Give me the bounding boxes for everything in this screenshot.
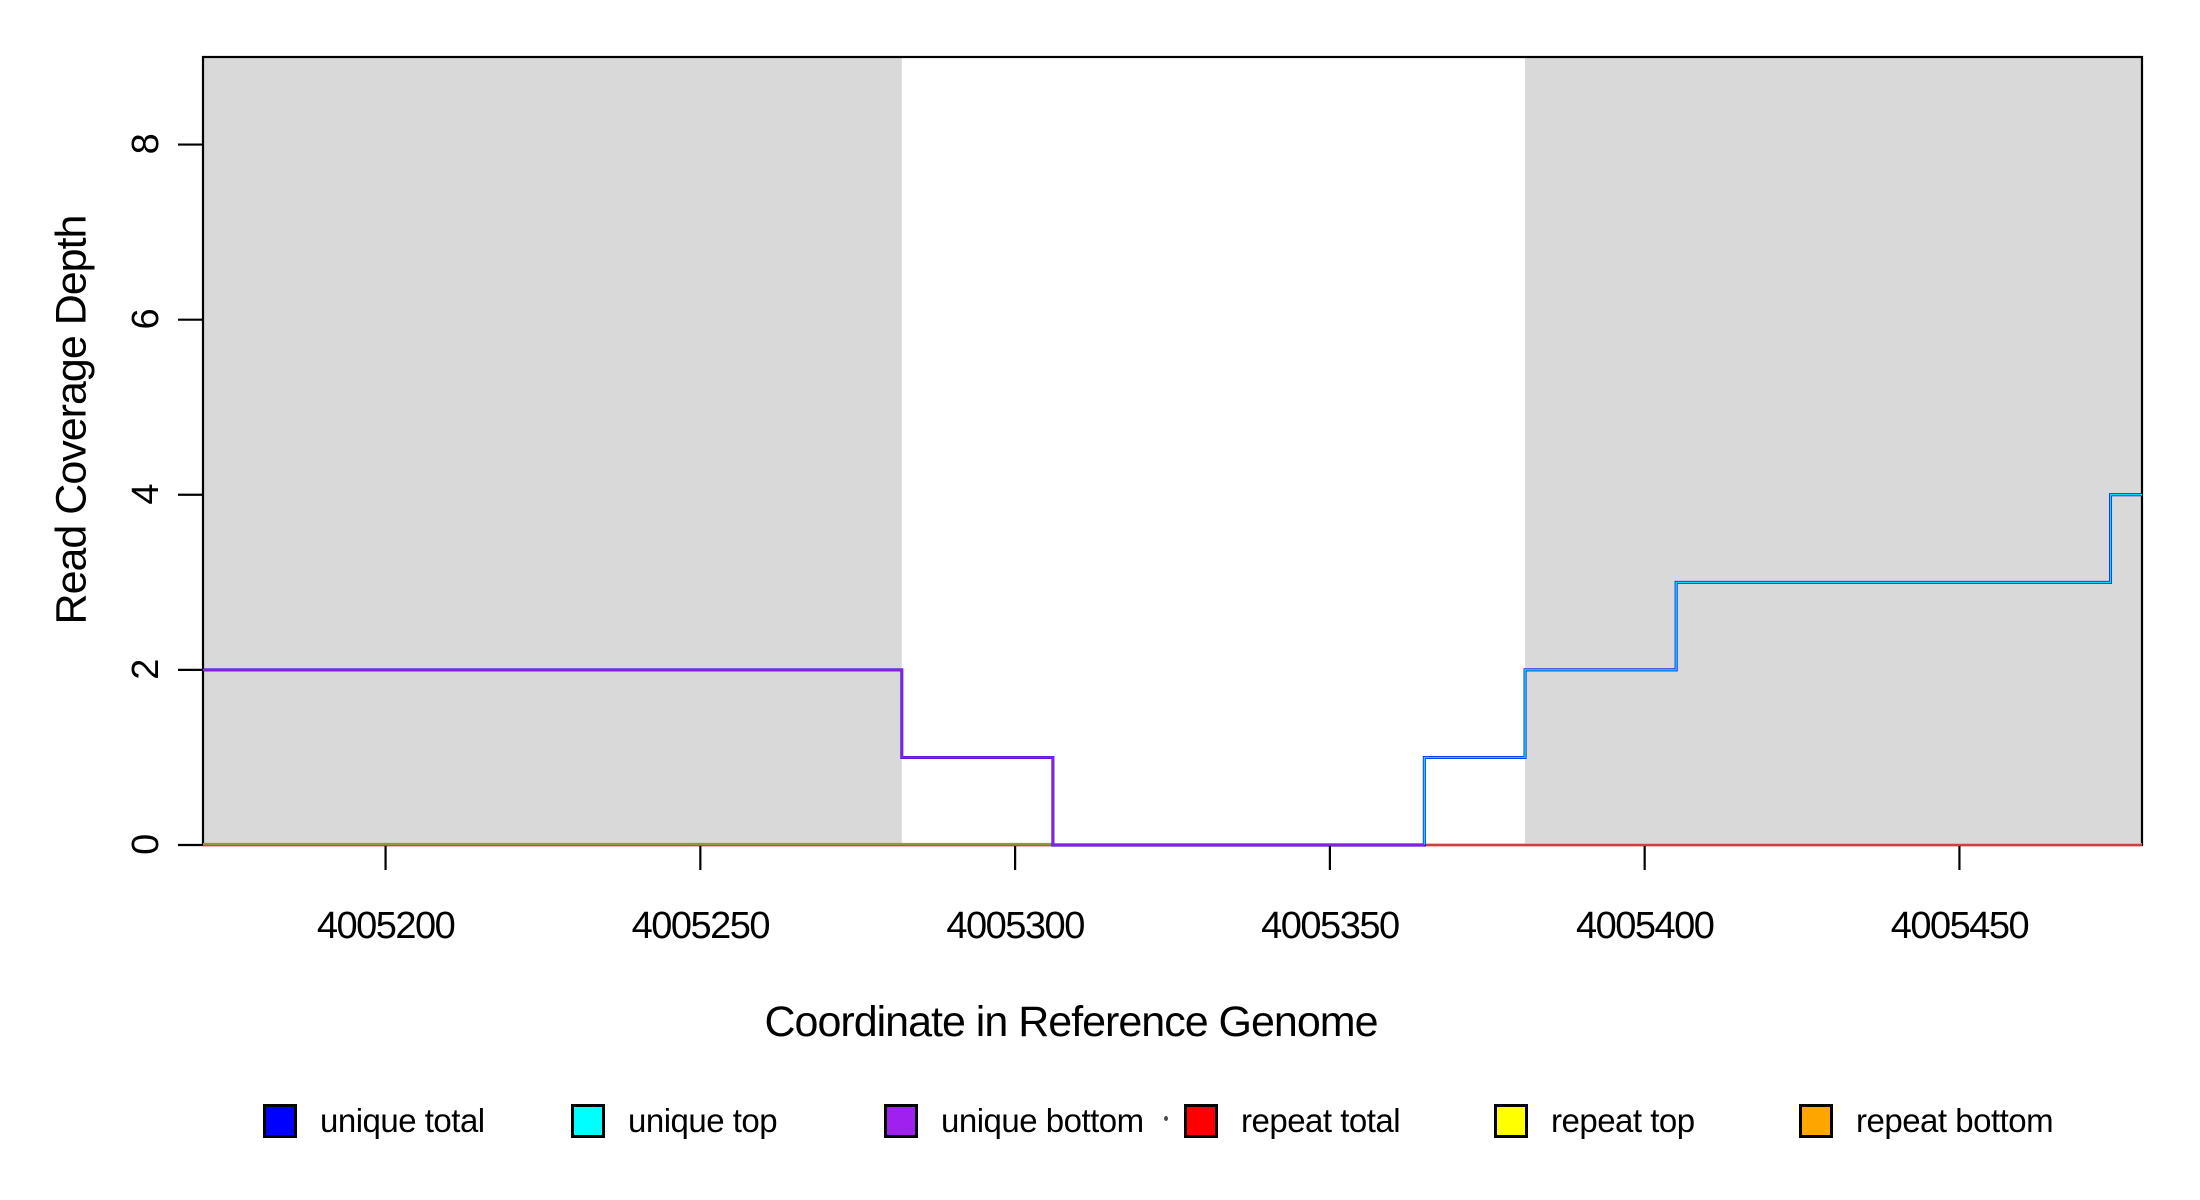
legend-label: unique top (628, 1102, 778, 1139)
repeat-bottom-swatch-icon (1799, 1104, 1833, 1138)
legend-item-unique-total: unique total (263, 1102, 485, 1139)
legend-label: unique total (320, 1102, 485, 1139)
unique-top-line (1423, 494, 2142, 845)
x-tick-label: 4005400 (1576, 905, 1714, 947)
x-axis: 4005200 4005250 4005300 4005350 4005400 40054… (317, 846, 2030, 947)
coverage-step-lines (203, 493, 2142, 847)
legend: unique total unique top unique bottom re… (0, 1102, 2200, 1143)
legend-item-unique-bottom: unique bottom (884, 1102, 1144, 1139)
legend-label: repeat top (1551, 1102, 1695, 1139)
repeat-top-swatch-icon (1494, 1104, 1528, 1138)
x-tick-label: 4005250 (632, 905, 770, 947)
x-tick-label: 4005350 (1261, 905, 1399, 947)
repeat-region-right (1525, 57, 2142, 845)
y-axis: 0 2 4 6 8 (125, 134, 202, 855)
legend-item-repeat-bottom: repeat bottom (1799, 1102, 2054, 1139)
legend-label: unique bottom (941, 1102, 1144, 1139)
x-tick-label: 4005200 (317, 905, 455, 947)
unique-top-swatch-icon (571, 1104, 605, 1138)
unique-total-swatch-icon (263, 1104, 297, 1138)
y-tick-label: 0 (125, 835, 167, 855)
legend-item-repeat-total: repeat total (1184, 1102, 1401, 1139)
x-tick-label: 4005450 (1891, 905, 2029, 947)
shaded-repeat-regions (203, 57, 2142, 845)
legend-label: repeat total (1241, 1102, 1401, 1139)
legend-item-unique-top: unique top (571, 1102, 778, 1139)
x-tick-label: 4005300 (946, 905, 1084, 947)
unique-bottom-line (203, 668, 1425, 847)
legend-label: repeat bottom (1856, 1102, 2054, 1139)
unique-bottom-swatch-icon (884, 1104, 918, 1138)
legend-item-repeat-top: repeat top (1494, 1102, 1695, 1139)
repeat-region-left (203, 57, 902, 845)
repeat-total-swatch-icon (1184, 1104, 1218, 1138)
x-axis-title: Coordinate in Reference Genome (764, 998, 1379, 1046)
y-tick-label: 8 (125, 134, 167, 154)
y-tick-label: 4 (125, 484, 167, 505)
y-tick-label: 6 (125, 309, 167, 329)
y-tick-label: 2 (125, 660, 167, 680)
stray-dot-artifact (1164, 1116, 1168, 1121)
y-axis-title: Read Coverage Depth (47, 215, 96, 625)
